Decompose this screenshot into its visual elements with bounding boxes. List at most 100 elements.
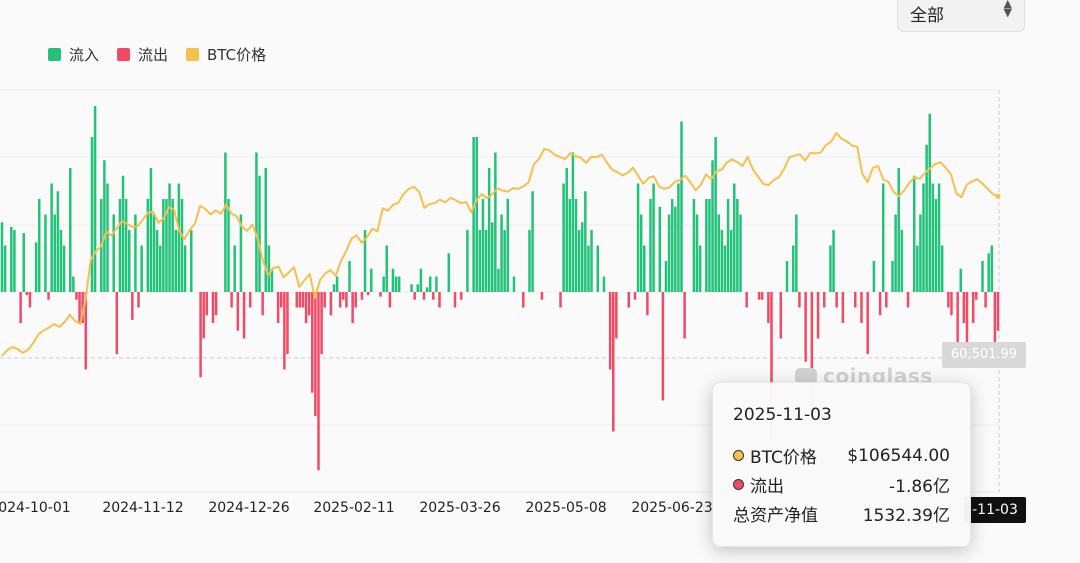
inflow-bar (118, 199, 122, 292)
outflow-bar (906, 292, 910, 308)
inflow-bar (940, 245, 944, 292)
inflow-bar (152, 214, 156, 292)
outflow-bar (242, 292, 246, 339)
inflow-bar (255, 152, 258, 292)
outflow-bar (540, 292, 544, 300)
outflow-bar (211, 292, 215, 323)
outflow-bar (283, 292, 286, 370)
inflow-bar (785, 261, 789, 292)
inflow-bar (44, 214, 47, 292)
inflow-bar (584, 191, 587, 292)
outflow-bar (432, 292, 435, 300)
outflow-dot-icon (733, 479, 744, 490)
tooltip-label-btc-price: BTC价格 (750, 448, 817, 468)
inflow-bar (891, 261, 894, 292)
inflow-bar (829, 245, 832, 292)
inflow-bar (177, 183, 181, 292)
outflow-bar (261, 292, 264, 316)
outflow-bar (314, 292, 317, 416)
inflow-bar (658, 206, 662, 292)
outflow-bar (866, 292, 869, 354)
outflow-bar (360, 292, 364, 300)
inflow-bar (103, 160, 106, 292)
inflow-bar (419, 268, 423, 292)
outflow-bar (745, 292, 748, 308)
outflow-bar (962, 292, 966, 323)
outflow-bar (47, 292, 50, 300)
outflow-bar (351, 292, 354, 323)
inflow-bar (512, 276, 516, 292)
inflow-bar (487, 168, 491, 292)
inflow-bar (134, 214, 137, 292)
inflow-bar (723, 245, 727, 292)
inflow-bar (500, 214, 503, 292)
outflow-bar (345, 292, 348, 308)
x-tick-label: 2024-12-26 (208, 500, 290, 516)
inflow-bar (881, 183, 885, 292)
outflow-bar (276, 292, 280, 323)
inflow-bar (127, 230, 131, 292)
inflow-bar (695, 214, 699, 292)
inflow-bar (652, 183, 655, 292)
legend-label-inflow: 流入 (69, 46, 100, 64)
inflow-bar (726, 199, 730, 292)
outflow-bar (810, 292, 814, 416)
outflow-bar (804, 292, 807, 362)
inflow-bar (93, 106, 97, 292)
inflow-bar (925, 144, 928, 292)
inflow-bar (791, 245, 795, 292)
outflow-bar (199, 292, 202, 378)
inflow-bar (183, 245, 187, 292)
outflow-bar (248, 292, 252, 308)
inflow-bar (574, 199, 578, 292)
inflow-bar (664, 261, 668, 292)
outflow-bar (438, 292, 441, 308)
inflow-bar (335, 276, 339, 292)
inflow-bar (56, 191, 60, 292)
inflow-bar (258, 175, 261, 292)
outflow-bar (459, 292, 463, 300)
inflow-bar (506, 199, 510, 292)
outflow-bar (137, 292, 140, 308)
outflow-bar (202, 292, 205, 339)
outflow-bar (779, 292, 783, 339)
inflow-bar (720, 230, 724, 292)
inflow-bar (894, 214, 897, 292)
inflow-bar (832, 230, 835, 292)
outflow-bar (307, 292, 311, 316)
inflow-bar (922, 183, 925, 292)
outflow-bar (615, 292, 618, 339)
outflow-bar (767, 292, 770, 323)
outflow-bar (453, 292, 457, 308)
outflow-bar (25, 292, 29, 296)
inflow-bar (478, 230, 482, 292)
inflow-bar (224, 152, 227, 292)
range-select[interactable]: 全部 ▲ ▼ (897, 0, 1025, 32)
outflow-bar (78, 292, 81, 323)
inflow-bar (708, 199, 711, 292)
inflow-bar (900, 230, 904, 292)
btc-price-line (1, 132, 999, 357)
btc-price-swatch (186, 48, 200, 61)
outflow-bar (338, 292, 342, 308)
legend-item-outflow[interactable]: 流出 (117, 44, 168, 65)
legend-item-inflow[interactable]: 流入 (48, 44, 99, 65)
inflow-bar (937, 183, 941, 292)
price-line-label: 60,501.99 (942, 342, 1026, 368)
tooltip-row-net-assets: 总资产净值 1532.39亿 (733, 499, 950, 528)
legend-item-btc-price[interactable]: BTC价格 (186, 44, 266, 65)
outflow-bar (84, 292, 88, 370)
inflow-bar (912, 175, 916, 292)
outflow-bar (366, 292, 370, 296)
outflow-bar (301, 292, 305, 308)
x-tick-label: 2025-05-08 (525, 500, 607, 516)
btc-price-last-point (995, 193, 1001, 199)
inflow-bar (472, 137, 475, 292)
inflow-bar (149, 168, 153, 292)
outflow-bar (413, 292, 416, 300)
inflow-bar (602, 276, 606, 292)
inflow-bar (795, 214, 798, 292)
outflow-bar (379, 292, 382, 297)
inflow-bar (171, 199, 174, 292)
